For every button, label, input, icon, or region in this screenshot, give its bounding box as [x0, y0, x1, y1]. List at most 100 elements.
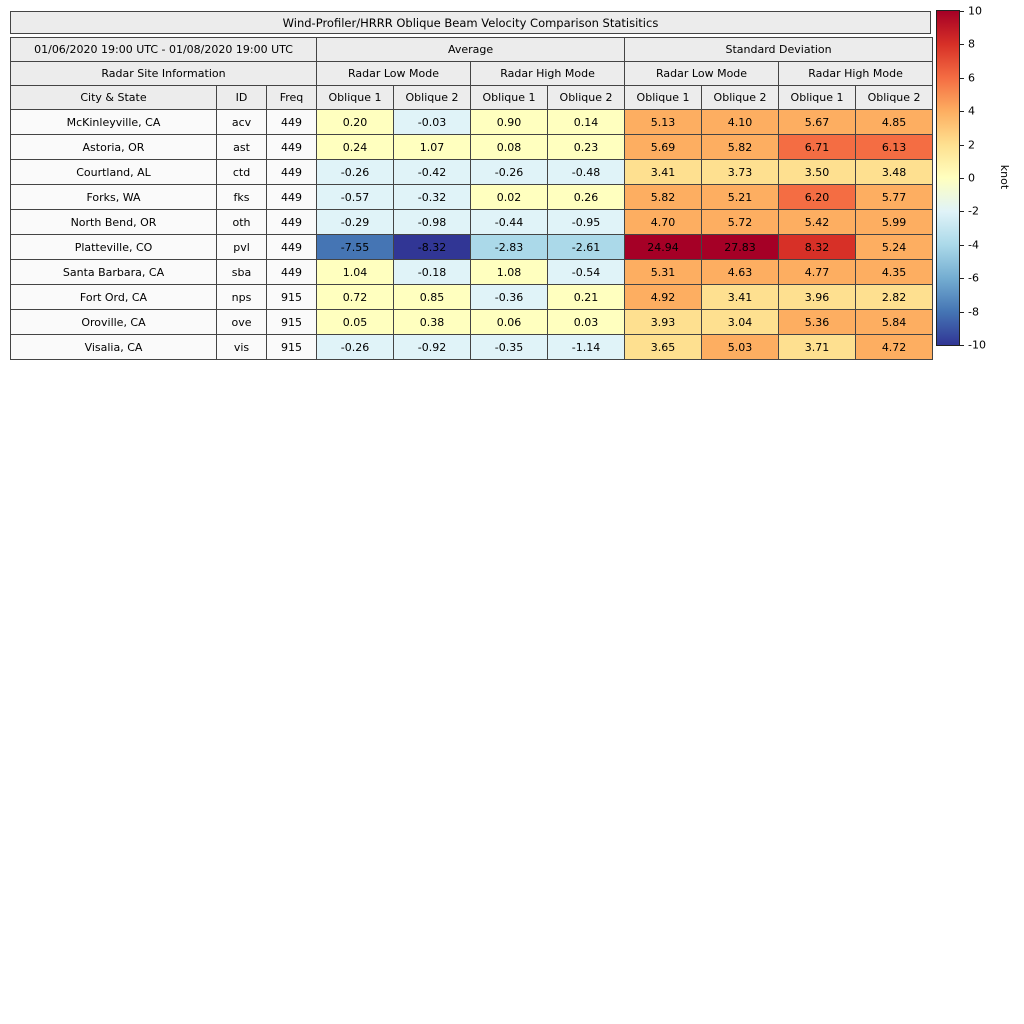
- value-cell: 3.41: [624, 159, 703, 185]
- city-cell: Astoria, OR: [10, 134, 217, 160]
- id-cell: ast: [216, 134, 267, 160]
- table-row: Visalia, CA vis 915 -0.26 -0.92 -0.35 -1.14 3.6…: [10, 334, 934, 360]
- value-cell: -0.42: [393, 159, 471, 185]
- oblique1-header: Oblique 1: [470, 85, 548, 110]
- colorbar-tick-label: 0: [968, 171, 975, 185]
- value-cell: 5.03: [701, 334, 780, 360]
- value-cell: 0.21: [546, 284, 626, 310]
- value-cell: 4.63: [701, 259, 780, 285]
- value-cell: 2.82: [855, 284, 934, 310]
- colorbar-tick-mark: [960, 77, 964, 79]
- value-cell: 0.85: [393, 284, 471, 310]
- value-cell: 0.02: [470, 184, 548, 210]
- value-cell: 5.36: [778, 309, 857, 335]
- value-cell: -0.36: [470, 284, 548, 310]
- value-cell: 3.04: [701, 309, 780, 335]
- colorbar-tick-mark: [960, 44, 964, 46]
- colorbar-tick-label: -4: [968, 238, 979, 252]
- id-cell: ove: [216, 309, 267, 335]
- oblique2-header: Oblique 2: [855, 85, 934, 110]
- value-cell: 5.82: [701, 134, 780, 160]
- value-cell: 3.71: [778, 334, 857, 360]
- value-cell: 5.69: [624, 134, 703, 160]
- value-cell: -0.54: [546, 259, 626, 285]
- avg-low-mode-header: Radar Low Mode: [316, 61, 471, 86]
- value-cell: 5.31: [624, 259, 703, 285]
- value-cell: -7.55: [316, 234, 394, 260]
- value-cell: 8.32: [778, 234, 857, 260]
- colorbar-ticks: 10 8 6 4 2 0 -2 -4 -6 -8 -10: [936, 6, 1006, 351]
- colorbar-tick-mark: [960, 211, 964, 213]
- freq-cell: 449: [266, 234, 317, 260]
- value-cell: -0.18: [393, 259, 471, 285]
- freq-cell: 449: [266, 259, 317, 285]
- value-cell: 5.42: [778, 209, 857, 235]
- city-cell: Fort Ord, CA: [10, 284, 217, 310]
- value-cell: 0.20: [316, 109, 394, 135]
- value-cell: -0.57: [316, 184, 394, 210]
- value-cell: 1.07: [393, 134, 471, 160]
- oblique2-header: Oblique 2: [393, 85, 471, 110]
- value-cell: 0.03: [546, 309, 626, 335]
- city-cell: Visalia, CA: [10, 334, 217, 360]
- city-cell: Santa Barbara, CA: [10, 259, 217, 285]
- value-cell: -0.29: [316, 209, 394, 235]
- table-row: Santa Barbara, CA sba 449 1.04 -0.18 1.08 -0.5…: [10, 259, 934, 285]
- value-cell: 0.08: [470, 134, 548, 160]
- freq-cell: 915: [266, 284, 317, 310]
- value-cell: 0.26: [546, 184, 626, 210]
- colorbar-tick-label: -6: [968, 271, 979, 285]
- value-cell: 4.35: [855, 259, 934, 285]
- id-cell: sba: [216, 259, 267, 285]
- colorbar: 10 8 6 4 2 0 -2 -4 -6 -8 -10 knot: [936, 6, 1024, 351]
- chart-title: Wind-Profiler/HRRR Oblique Beam Velocity…: [10, 11, 931, 34]
- value-cell: 0.23: [546, 134, 626, 160]
- value-cell: 6.71: [778, 134, 857, 160]
- value-cell: -0.98: [393, 209, 471, 235]
- value-cell: -0.03: [393, 109, 471, 135]
- value-cell: 4.77: [778, 259, 857, 285]
- value-cell: 3.48: [855, 159, 934, 185]
- value-cell: -0.26: [316, 334, 394, 360]
- value-cell: -0.26: [470, 159, 548, 185]
- date-range: 01/06/2020 19:00 UTC - 01/08/2020 19:00 …: [10, 37, 317, 62]
- table-row: Oroville, CA ove 915 0.05 0.38 0.06 0.03 3.93 3.…: [10, 309, 934, 335]
- value-cell: 0.90: [470, 109, 548, 135]
- oblique1-header: Oblique 1: [624, 85, 703, 110]
- id-cell: fks: [216, 184, 267, 210]
- colorbar-tick-mark: [960, 244, 964, 246]
- stats-table: 01/06/2020 19:00 UTC - 01/08/2020 19:00 …: [10, 37, 934, 360]
- value-cell: 0.05: [316, 309, 394, 335]
- std-group-header: Standard Deviation: [624, 37, 934, 62]
- city-cell: Platteville, CO: [10, 234, 217, 260]
- colorbar-tick-label: 6: [968, 71, 975, 85]
- city-cell: McKinleyville, CA: [10, 109, 217, 135]
- freq-cell: 449: [266, 184, 317, 210]
- value-cell: -0.92: [393, 334, 471, 360]
- table-row: Platteville, CO pvl 449 -7.55 -8.32 -2.83 -2.6…: [10, 234, 934, 260]
- value-cell: -1.14: [546, 334, 626, 360]
- value-cell: -0.35: [470, 334, 548, 360]
- city-cell: Oroville, CA: [10, 309, 217, 335]
- freq-cell: 449: [266, 134, 317, 160]
- value-cell: 5.84: [855, 309, 934, 335]
- value-cell: 3.96: [778, 284, 857, 310]
- std-low-mode-header: Radar Low Mode: [624, 61, 780, 86]
- value-cell: 3.65: [624, 334, 703, 360]
- value-cell: 3.41: [701, 284, 780, 310]
- value-cell: -0.44: [470, 209, 548, 235]
- colorbar-tick-mark: [960, 311, 964, 313]
- oblique1-header: Oblique 1: [778, 85, 857, 110]
- value-cell: 6.13: [855, 134, 934, 160]
- table-row: McKinleyville, CA acv 449 0.20 -0.03 0.90 0.14…: [10, 109, 934, 135]
- value-cell: 0.24: [316, 134, 394, 160]
- value-cell: 1.08: [470, 259, 548, 285]
- value-cell: 5.72: [701, 209, 780, 235]
- value-cell: 3.50: [778, 159, 857, 185]
- value-cell: 3.73: [701, 159, 780, 185]
- header-row-groups: 01/06/2020 19:00 UTC - 01/08/2020 19:00 …: [10, 37, 934, 62]
- site-info-header: Radar Site Information: [10, 61, 317, 86]
- value-cell: 4.85: [855, 109, 934, 135]
- freq-cell: 915: [266, 309, 317, 335]
